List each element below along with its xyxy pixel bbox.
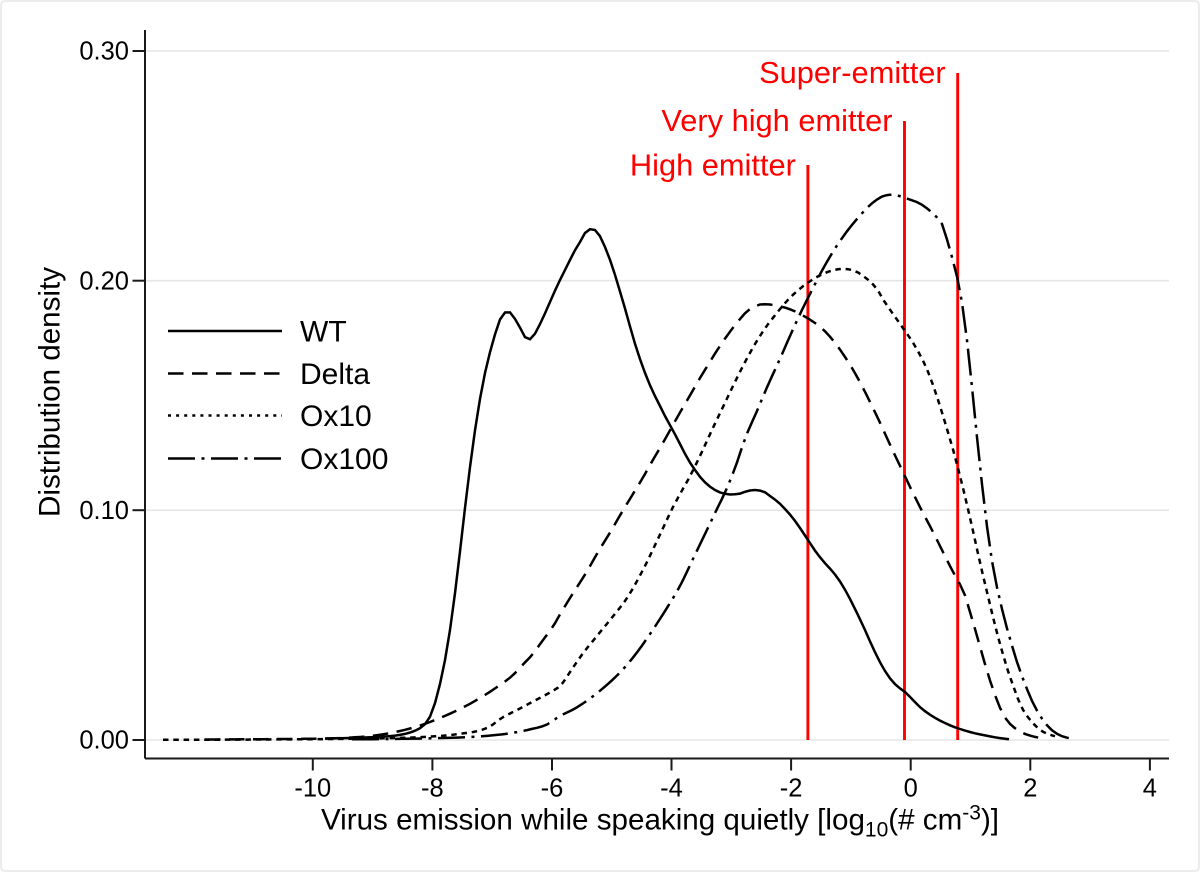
svg-text:-8: -8 [421,775,444,803]
svg-text:-4: -4 [660,775,683,803]
svg-text:Distribution density: Distribution density [34,267,67,517]
svg-text:Delta: Delta [300,358,370,391]
svg-text:0.00: 0.00 [79,727,129,755]
svg-text:2: 2 [1023,775,1037,803]
svg-text:Ox100: Ox100 [300,443,388,476]
svg-text:Ox10: Ox10 [300,400,372,433]
svg-text:-6: -6 [541,775,564,803]
svg-text:4: 4 [1143,775,1157,803]
svg-text:Super-emitter: Super-emitter [759,55,946,90]
svg-text:Very high emitter: Very high emitter [661,103,892,138]
svg-text:0.10: 0.10 [79,497,129,525]
svg-text:-2: -2 [780,775,803,803]
svg-text:0.30: 0.30 [79,38,129,66]
svg-text:High emitter: High emitter [630,148,796,183]
svg-text:0: 0 [904,775,918,803]
svg-text:Virus emission while speaking: Virus emission while speaking quietly [l… [321,802,999,842]
svg-text:0.20: 0.20 [79,267,129,295]
svg-text:WT: WT [300,316,347,349]
svg-text:-10: -10 [294,775,331,803]
